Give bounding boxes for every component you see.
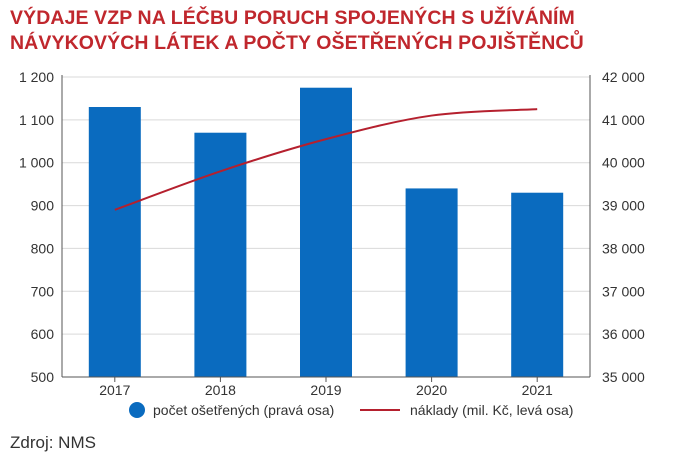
bar-2019 xyxy=(300,87,352,377)
legend-bar-label: počet ošetřených (pravá osa) xyxy=(153,402,334,418)
legend-bar-swatch xyxy=(129,402,145,418)
left-tick-label: 600 xyxy=(31,326,55,342)
bars xyxy=(88,87,564,377)
right-tick-label: 37 000 xyxy=(602,283,645,299)
source-note: Zdroj: NMS xyxy=(10,433,96,452)
legend: počet ošetřených (pravá osa) náklady (mi… xyxy=(129,402,573,418)
x-tick-label-2018: 2018 xyxy=(205,382,236,398)
x-tick-label-2021: 2021 xyxy=(522,382,553,398)
legend-line-label: náklady (mil. Kč, levá osa) xyxy=(410,402,573,418)
x-tick-label-2017: 2017 xyxy=(99,382,130,398)
bar-2017 xyxy=(88,107,141,377)
bar-2021 xyxy=(511,192,564,377)
chart-title-line1: VÝDAJE VZP NA LÉČBU PORUCH SPOJENÝCH S U… xyxy=(10,7,575,29)
tick-labels: 500 35 000 600 36 000 700 37 000 800 38 000 900 3… xyxy=(19,69,645,398)
cost-line-path xyxy=(114,108,538,211)
right-tick-label: 41 000 xyxy=(602,112,645,128)
cost-line xyxy=(114,108,538,211)
left-tick-label: 1 100 xyxy=(19,112,54,128)
axes xyxy=(61,75,591,382)
right-tick-label: 40 000 xyxy=(602,155,645,171)
x-tick-label-2020: 2020 xyxy=(416,382,447,398)
left-tick-label: 900 xyxy=(31,198,55,214)
right-tick-label: 39 000 xyxy=(602,198,645,214)
bar-2020 xyxy=(405,188,458,377)
right-tick-label: 36 000 xyxy=(602,326,645,342)
left-tick-label: 500 xyxy=(31,369,55,385)
chart-title-line2: NÁVYKOVÝCH LÁTEK A POČTY OŠETŘENÝCH POJI… xyxy=(10,32,584,54)
chart-title: VÝDAJE VZP NA LÉČBU PORUCH SPOJENÝCH S U… xyxy=(10,6,664,56)
left-tick-label: 1 000 xyxy=(19,155,54,171)
left-tick-label: 1 200 xyxy=(19,69,54,85)
right-tick-label: 42 000 xyxy=(602,69,645,85)
x-tick-label-2019: 2019 xyxy=(310,382,341,398)
bar-2018 xyxy=(194,132,247,377)
left-tick-label: 700 xyxy=(31,283,55,299)
right-tick-label: 35 000 xyxy=(602,369,645,385)
right-tick-label: 38 000 xyxy=(602,240,645,256)
left-tick-label: 800 xyxy=(31,240,55,256)
